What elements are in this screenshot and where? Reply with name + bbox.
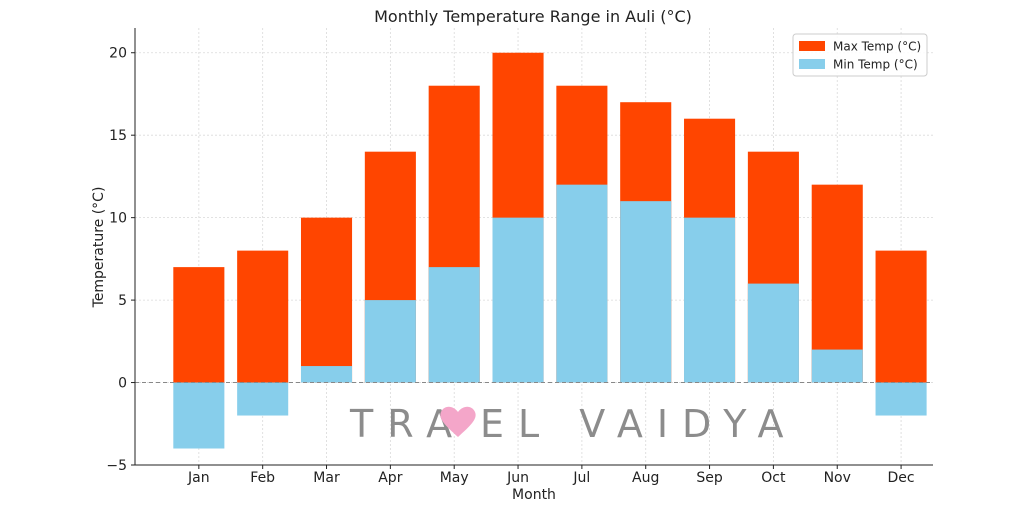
- x-tick-label-aug: Aug: [632, 470, 659, 486]
- x-tick-label-oct: Oct: [761, 470, 786, 486]
- x-tick-label-nov: Nov: [824, 470, 851, 486]
- x-tick-label-jul: Jul: [572, 470, 590, 486]
- bar-max-dec: [875, 250, 927, 383]
- y-tick-label: 15: [109, 128, 127, 144]
- x-tick-label-jan: Jan: [187, 470, 210, 486]
- x-tick-label-dec: Dec: [888, 470, 915, 486]
- y-tick-label: 20: [109, 46, 127, 62]
- chart-title: Monthly Temperature Range in Auli (°C): [374, 7, 692, 26]
- x-axis-label: Month: [512, 487, 556, 503]
- bar-min-jan: [173, 382, 225, 449]
- x-tick-label-apr: Apr: [378, 470, 402, 486]
- bar-min-dec: [875, 382, 927, 416]
- x-tick-label-mar: Mar: [313, 470, 340, 486]
- legend-swatch-min: [799, 59, 825, 69]
- legend-label-min: Min Temp (°C): [833, 58, 918, 72]
- bar-min-jul: [556, 184, 608, 383]
- x-tick-label-jun: Jun: [506, 470, 529, 486]
- bar-min-apr: [364, 300, 416, 383]
- x-tick-label-feb: Feb: [250, 470, 275, 486]
- bar-min-mar: [300, 366, 353, 383]
- y-tick-label: 10: [109, 211, 127, 227]
- bar-max-feb: [237, 250, 289, 383]
- legend-swatch-max: [799, 41, 825, 51]
- bars: [173, 52, 927, 449]
- svg-text:TRA: TRA: [349, 402, 466, 446]
- bar-min-aug: [620, 201, 672, 383]
- axes: [134, 28, 933, 466]
- bar-min-jun: [492, 217, 544, 383]
- legend: Max Temp (°C) Min Temp (°C): [792, 33, 928, 77]
- legend-box: [792, 33, 928, 77]
- bar-max-jan: [173, 267, 225, 383]
- x-tick-label-sep: Sep: [696, 470, 723, 486]
- y-axis-label: Temperature (°C): [91, 187, 107, 309]
- watermark-text-start: TRA: [349, 402, 466, 446]
- svg-text:EL VAIDYA: EL VAIDYA: [480, 402, 797, 446]
- bar-max-mar: [300, 217, 353, 383]
- watermark: TRA EL VAIDYA: [349, 402, 797, 446]
- bar-min-oct: [747, 283, 799, 383]
- watermark-text-end: EL VAIDYA: [480, 402, 797, 446]
- bar-min-feb: [237, 382, 289, 416]
- legend-label-max: Max Temp (°C): [833, 40, 921, 54]
- bar-min-may: [428, 267, 480, 383]
- heart-icon: [440, 406, 476, 437]
- ticks: −5 0 5 10 15 20 Jan Feb Mar Apr May Jun Jul Aug Sep Oct…: [106, 46, 914, 486]
- bar-min-nov: [811, 349, 863, 383]
- x-tick-label-may: May: [440, 470, 469, 486]
- y-tick-label: 0: [118, 376, 127, 392]
- bar-min-sep: [684, 217, 736, 383]
- y-tick-label: 5: [118, 293, 127, 309]
- y-tick-label: −5: [106, 458, 127, 474]
